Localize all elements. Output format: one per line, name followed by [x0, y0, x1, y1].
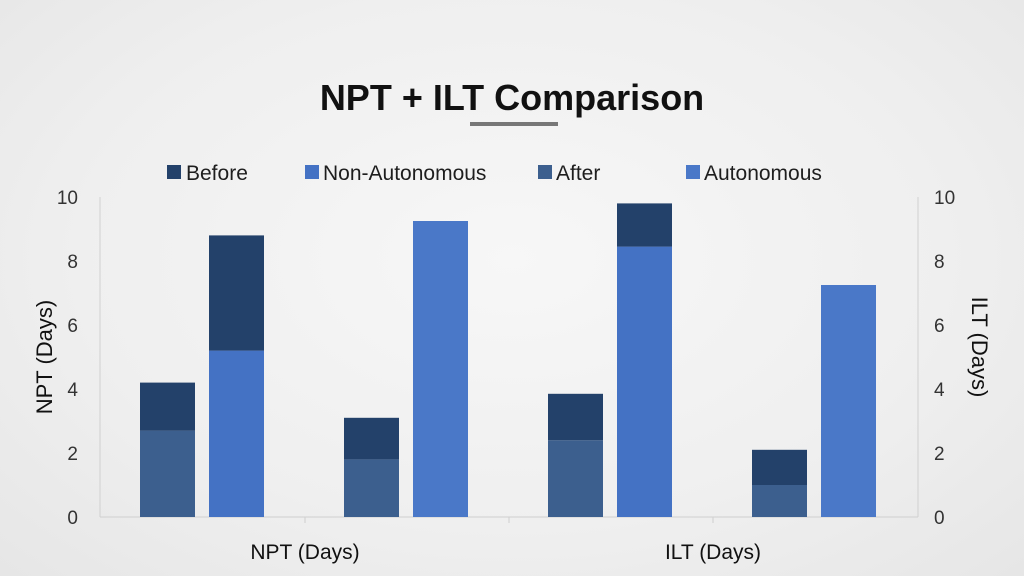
left-y-tick-label: 4 [67, 380, 78, 401]
right-y-tick-label: 8 [934, 252, 945, 273]
left-y-tick-labels: 0 2 4 6 8 10 [57, 188, 79, 529]
legend-label-autonomous: Autonomous [704, 162, 822, 185]
bar-segment-before[interactable] [344, 417, 399, 460]
category-label-ilt: ILT (Days) [665, 541, 761, 564]
bar-segment-after[interactable] [752, 485, 807, 517]
bar-stack-npt-days--1[interactable] [140, 382, 195, 517]
bar-segment-autonomous[interactable] [413, 221, 468, 517]
legend-swatch-before [167, 165, 181, 179]
legend-item-non-autonomous[interactable]: Non-Autonomous [305, 162, 486, 185]
right-y-tick-label: 10 [934, 188, 955, 209]
category-label-npt: NPT (Days) [250, 541, 359, 564]
right-axis-title: ILT (Days) [967, 297, 992, 398]
bar-segment-after[interactable] [140, 430, 195, 517]
bar-stack-npt-days--4[interactable] [413, 221, 468, 517]
bar-segment-before[interactable] [548, 393, 603, 441]
legend-swatch-after [538, 165, 552, 179]
right-y-tick-label: 0 [934, 508, 945, 529]
right-y-tick-labels: 0 2 4 6 8 10 [934, 188, 955, 529]
bar-segment-before[interactable] [617, 203, 672, 247]
bar-segment-before[interactable] [140, 382, 195, 431]
bar-segment-non-autonomous[interactable] [209, 350, 264, 517]
left-y-tick-label: 6 [67, 316, 78, 337]
left-y-tick-label: 10 [57, 188, 78, 209]
bar-stack-ilt-days--1[interactable] [548, 393, 603, 517]
bar-segment-before[interactable] [209, 235, 264, 351]
bar-segment-non-autonomous[interactable] [617, 246, 672, 517]
legend-label-non-autonomous: Non-Autonomous [323, 162, 486, 185]
legend-swatch-non-autonomous [305, 165, 319, 179]
right-y-tick-label: 6 [934, 316, 945, 337]
bar-series [140, 203, 876, 517]
chart-title: NPT + ILT Comparison [320, 77, 704, 118]
legend-item-after[interactable]: After [538, 162, 600, 185]
bar-segment-before[interactable] [752, 449, 807, 485]
left-y-tick-label: 8 [67, 252, 78, 273]
bar-stack-ilt-days--4[interactable] [821, 285, 876, 517]
left-y-tick-label: 2 [67, 444, 78, 465]
legend-item-before[interactable]: Before [167, 162, 248, 185]
bar-stack-npt-days--3[interactable] [344, 417, 399, 517]
legend-item-autonomous[interactable]: Autonomous [686, 162, 822, 185]
left-y-tick-label: 0 [67, 508, 78, 529]
title-underline [470, 122, 558, 126]
bar-segment-after[interactable] [344, 459, 399, 517]
bar-segment-after[interactable] [548, 440, 603, 517]
bar-segment-autonomous[interactable] [821, 285, 876, 517]
right-y-tick-label: 2 [934, 444, 945, 465]
chart-legend: Before Non-Autonomous After Autonomous [167, 162, 822, 185]
left-axis-title: NPT (Days) [32, 300, 57, 415]
legend-swatch-autonomous [686, 165, 700, 179]
right-y-tick-label: 4 [934, 380, 945, 401]
bar-stack-npt-days--2[interactable] [209, 235, 264, 517]
legend-label-after: After [556, 162, 600, 185]
bar-stack-ilt-days--2[interactable] [617, 203, 672, 517]
legend-label-before: Before [186, 162, 248, 185]
bar-stack-ilt-days--3[interactable] [752, 449, 807, 517]
